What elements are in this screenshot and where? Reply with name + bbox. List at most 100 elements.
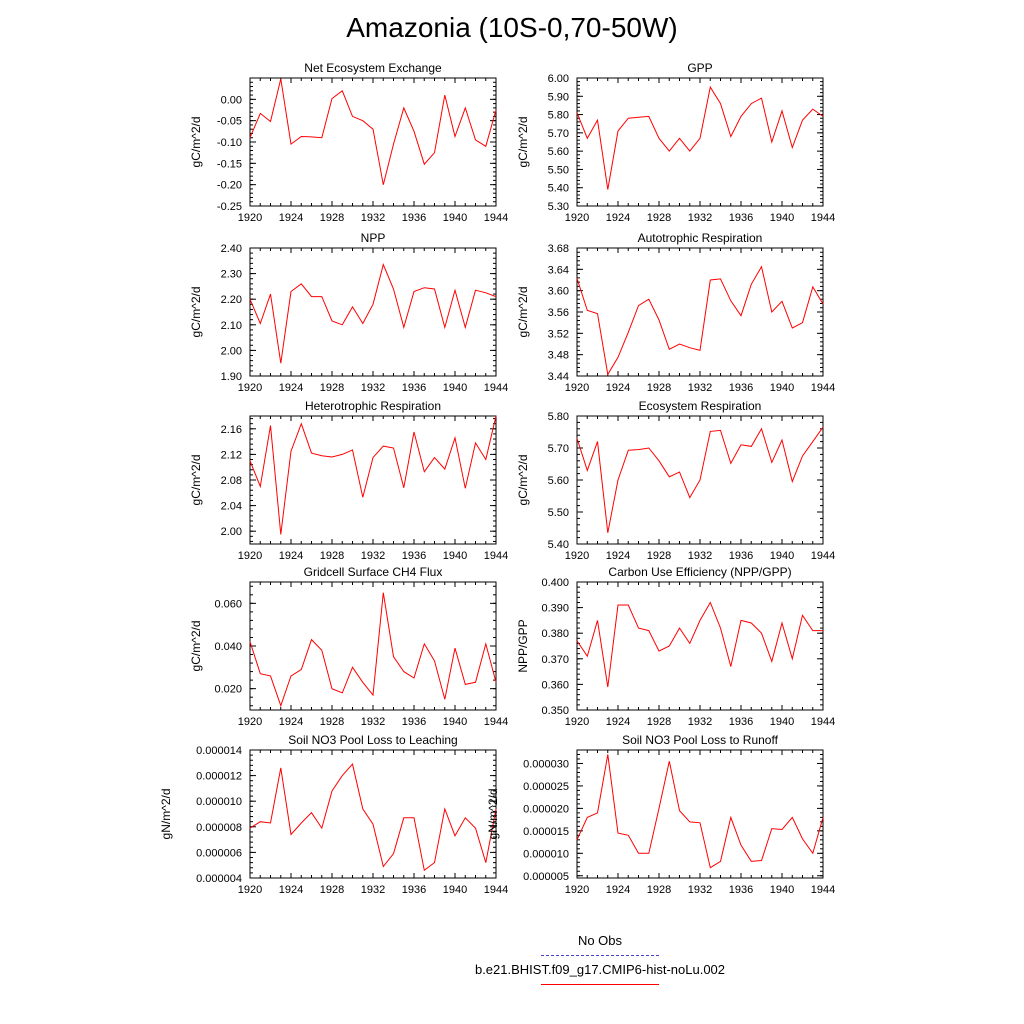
y-tick-label: 2.04: [221, 501, 242, 513]
x-tick-label: 1936: [729, 884, 753, 896]
x-tick-label: 1924: [279, 884, 303, 896]
x-tick-label: 1924: [606, 382, 630, 394]
y-axis-label: gC/m^2/d: [189, 117, 203, 168]
x-tick-label: 1920: [238, 212, 262, 224]
y-tick-label: 5.40: [548, 539, 569, 551]
y-tick-label: -0.25: [217, 201, 242, 213]
x-tick-label: 1944: [484, 212, 508, 224]
y-tick-label: 2.16: [221, 424, 242, 436]
chart-title: Soil NO3 Pool Loss to Leaching: [288, 733, 457, 747]
legend-run-line: [541, 984, 659, 985]
y-tick-label: 0.060: [214, 598, 242, 610]
y-tick-label: 5.40: [548, 183, 569, 195]
y-tick-label: 3.60: [548, 286, 569, 298]
y-tick-label: 0.000015: [523, 826, 569, 838]
series-line: [249, 263, 497, 364]
y-axis-label: NPP/GPP: [516, 619, 530, 672]
x-tick-label: 1928: [320, 212, 344, 224]
x-tick-label: 1924: [606, 716, 630, 728]
chart-title: Heterotrophic Respiration: [305, 399, 441, 413]
plot-frame: [249, 415, 497, 545]
y-tick-label: 5.70: [548, 443, 569, 455]
legend-no-obs-line: [541, 955, 659, 956]
y-tick-label: 0.000014: [196, 745, 242, 757]
x-tick-label: 1936: [402, 716, 426, 728]
x-tick-label: 1944: [484, 550, 508, 562]
y-tick-label: 0.020: [214, 684, 242, 696]
x-tick-label: 1920: [565, 716, 589, 728]
x-tick-label: 1936: [729, 716, 753, 728]
x-tick-label: 1920: [238, 550, 262, 562]
x-tick-label: 1944: [811, 550, 835, 562]
x-tick-label: 1924: [606, 550, 630, 562]
x-tick-label: 1936: [402, 382, 426, 394]
chart-title: Autotrophic Respiration: [638, 231, 763, 245]
y-tick-label: 2.08: [221, 475, 242, 487]
y-tick-label: 0.040: [214, 641, 242, 653]
x-tick-label: 1932: [688, 550, 712, 562]
y-tick-label: 0.350: [541, 705, 569, 717]
chart-panel-8: Soil NO3 Pool Loss to Leaching gN/m^2/d 19…: [159, 733, 508, 896]
y-tick-label: 0.360: [541, 679, 569, 691]
y-tick-label: 5.60: [548, 146, 569, 158]
y-tick-label: 0.000005: [523, 871, 569, 883]
x-tick-label: 1940: [770, 550, 794, 562]
x-tick-label: 1932: [361, 716, 385, 728]
y-tick-label: 2.40: [221, 243, 242, 255]
chart-title: GPP: [687, 61, 712, 75]
series-line: [249, 592, 497, 708]
x-tick-label: 1932: [361, 382, 385, 394]
plot-frame: [249, 77, 497, 207]
y-tick-label: 0.400: [541, 577, 569, 589]
chart-title: Ecosystem Respiration: [639, 399, 762, 413]
y-tick-label: 0.370: [541, 654, 569, 666]
x-tick-label: 1940: [770, 212, 794, 224]
series-line: [249, 78, 497, 185]
y-axis-label: gC/m^2/d: [516, 117, 530, 168]
x-tick-label: 1924: [279, 382, 303, 394]
y-tick-label: 3.64: [548, 264, 569, 276]
x-tick-label: 1936: [402, 884, 426, 896]
series-line: [576, 601, 823, 688]
chart-title: NPP: [361, 231, 386, 245]
y-tick-label: 0.000008: [196, 822, 242, 834]
x-tick-label: 1940: [770, 884, 794, 896]
x-tick-label: 1940: [770, 716, 794, 728]
x-tick-label: 1940: [443, 212, 467, 224]
plot-frame: [576, 77, 824, 207]
x-tick-label: 1936: [729, 550, 753, 562]
y-tick-label: 2.20: [221, 294, 242, 306]
chart-panel-4: Heterotrophic Respiration gC/m^2/d 1920 192…: [189, 399, 508, 562]
y-tick-label: 0.390: [541, 603, 569, 615]
chart-panel-9: Soil NO3 Pool Loss to Runoff gN/m^2/d 1920…: [486, 733, 835, 896]
y-tick-label: 2.00: [221, 345, 242, 357]
y-tick-label: 5.30: [548, 201, 569, 213]
legend-no-obs-label: No Obs: [577, 933, 623, 948]
y-tick-label: 3.44: [548, 371, 569, 383]
y-tick-label: 5.90: [548, 91, 569, 103]
page-title: Amazonia (10S-0,70-50W): [346, 12, 678, 43]
y-tick-label: 2.10: [221, 320, 242, 332]
x-tick-label: 1928: [647, 716, 671, 728]
chart-panel-2: NPP gC/m^2/d 1920 1924 1928 1932 1936 1940 1944 2…: [189, 231, 508, 394]
x-tick-label: 1944: [811, 716, 835, 728]
y-tick-label: 0.380: [541, 628, 569, 640]
x-tick-label: 1940: [443, 716, 467, 728]
y-tick-label: -0.20: [217, 180, 242, 192]
y-tick-label: 3.68: [548, 243, 569, 255]
chart-title: Net Ecosystem Exchange: [304, 61, 442, 75]
y-tick-label: 0.00: [221, 94, 242, 106]
plot-frame: [576, 749, 824, 879]
y-tick-label: 1.90: [221, 371, 242, 383]
y-tick-label: 0.000030: [523, 758, 569, 770]
y-tick-label: 0.000004: [196, 873, 242, 885]
x-tick-label: 1924: [606, 884, 630, 896]
x-tick-label: 1924: [279, 212, 303, 224]
y-tick-label: 3.56: [548, 307, 569, 319]
x-tick-label: 1940: [443, 550, 467, 562]
chart-title: Gridcell Surface CH4 Flux: [304, 565, 443, 579]
y-tick-label: 3.48: [548, 350, 569, 362]
y-tick-label: 5.50: [548, 164, 569, 176]
y-tick-label: -0.15: [217, 158, 242, 170]
